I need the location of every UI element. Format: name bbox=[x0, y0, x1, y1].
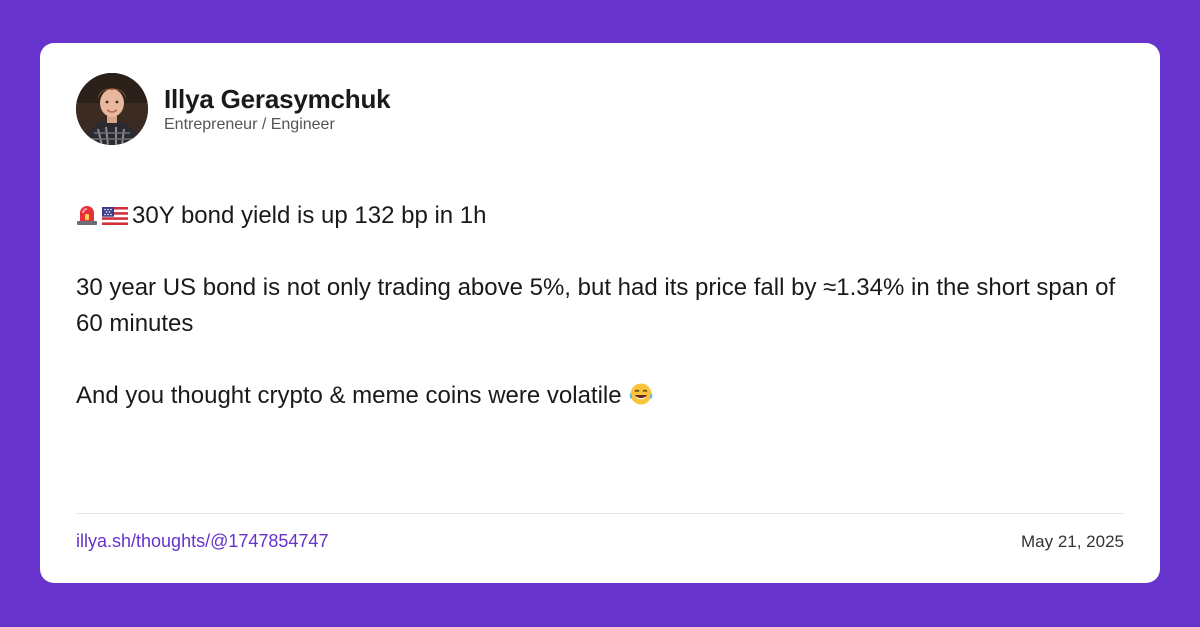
us-flag-emoji-icon bbox=[102, 207, 128, 225]
author-role: Entrepreneur / Engineer bbox=[164, 116, 335, 133]
post-line-headline: 30Y bond yield is up 132 bp in 1h bbox=[76, 198, 1126, 234]
post-closing-text: And you thought crypto & meme coins were… bbox=[76, 382, 622, 409]
post-line-detail: 30 year US bond is not only trading abov… bbox=[76, 274, 1116, 337]
post-line-closing: And you thought crypto & meme coins were… bbox=[76, 378, 1126, 414]
rotating-light-emoji-icon bbox=[77, 206, 97, 225]
post-date: May 21, 2025 bbox=[1020, 532, 1124, 551]
post-body: 30Y bond yield is up 132 bp in 1h 30 yea… bbox=[76, 198, 1126, 414]
post-card: Illya Gerasymchuk Entrepreneur / Enginee… bbox=[40, 43, 1160, 583]
post-permalink[interactable]: illya.sh/thoughts/@1747854747 bbox=[76, 531, 329, 551]
author-avatar[interactable] bbox=[76, 73, 148, 145]
author-name: Illya Gerasymchuk bbox=[164, 84, 391, 114]
person-avatar-icon bbox=[76, 73, 148, 145]
tears-of-joy-emoji-icon bbox=[630, 383, 653, 405]
footer-divider bbox=[76, 513, 1124, 514]
post-headline-text: 30Y bond yield is up 132 bp in 1h bbox=[132, 202, 487, 229]
